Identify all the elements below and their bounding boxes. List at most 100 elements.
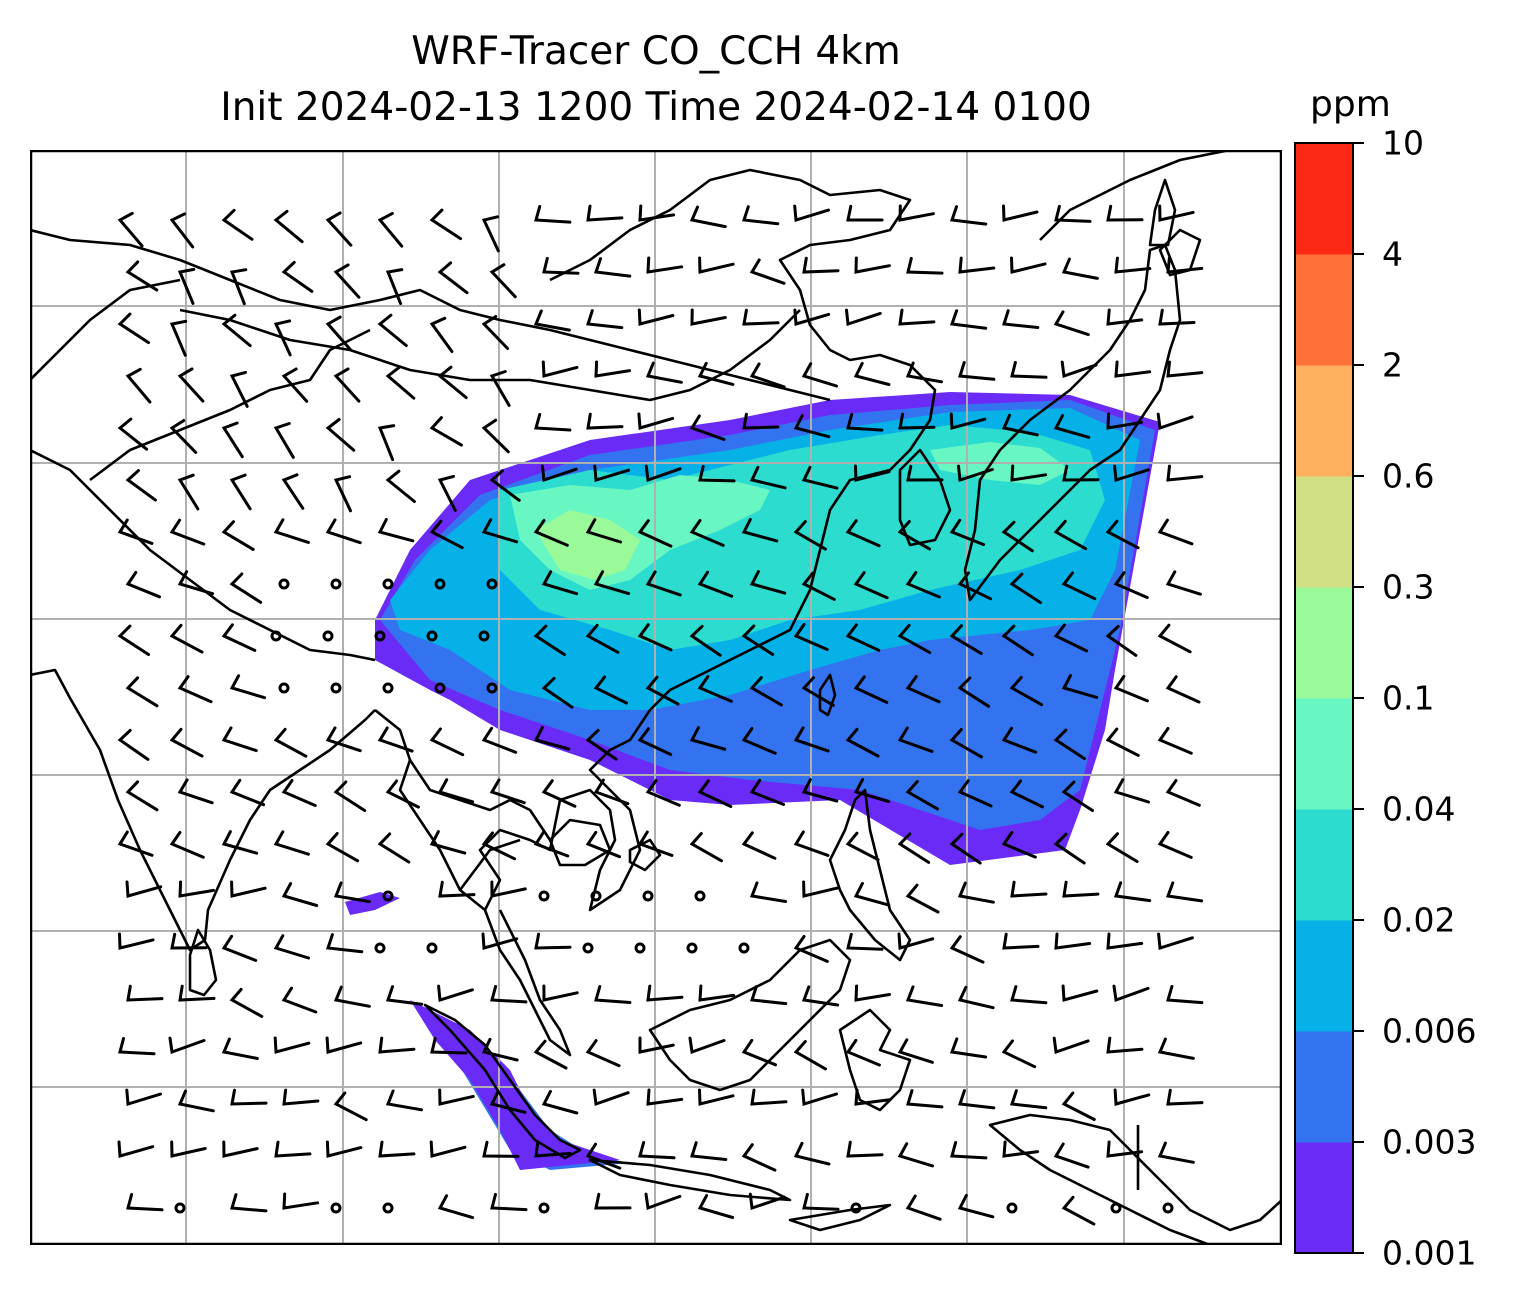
wind-barb bbox=[949, 412, 987, 430]
wind-barb bbox=[377, 832, 411, 864]
wind-barb bbox=[853, 361, 891, 386]
wind-barb bbox=[385, 365, 416, 400]
colorbar-tick-mark bbox=[1354, 697, 1364, 699]
wind-barb bbox=[385, 268, 404, 306]
calm-wind-marker bbox=[686, 942, 698, 954]
calm-wind-marker bbox=[278, 682, 290, 694]
wind-barb bbox=[1061, 984, 1099, 1002]
border-central-asia bbox=[30, 278, 371, 482]
wind-barb bbox=[430, 1036, 468, 1055]
wind-barb bbox=[1009, 1089, 1048, 1110]
wind-barb bbox=[1166, 1088, 1204, 1106]
wind-barb bbox=[793, 1141, 831, 1166]
wind-barb bbox=[282, 1088, 320, 1106]
wind-barb bbox=[325, 418, 356, 452]
wind-barb bbox=[429, 727, 465, 757]
wind-barb bbox=[1113, 778, 1150, 804]
wind-barb bbox=[1158, 308, 1196, 326]
border-mongolia bbox=[179, 308, 801, 402]
wind-barb bbox=[853, 778, 891, 803]
wind-barb bbox=[905, 780, 939, 811]
colorbar-segment bbox=[1295, 587, 1353, 699]
wind-barb bbox=[1113, 571, 1149, 599]
wind-barb bbox=[688, 1036, 726, 1055]
wind-barb bbox=[593, 675, 628, 705]
border-indochina bbox=[408, 759, 552, 891]
wind-barb bbox=[802, 256, 840, 274]
wind-barb bbox=[177, 778, 214, 805]
wind-barb bbox=[325, 933, 364, 954]
wind-barb bbox=[644, 1192, 682, 1211]
wind-barb bbox=[230, 880, 267, 898]
wind-barb bbox=[1001, 1039, 1037, 1069]
calm-wind-marker bbox=[582, 942, 594, 954]
wind-barb bbox=[177, 267, 196, 305]
wind-barb bbox=[221, 830, 259, 855]
wind-barb bbox=[168, 1036, 206, 1055]
wind-barb bbox=[1156, 412, 1194, 431]
wind-barb bbox=[1114, 256, 1152, 274]
wind-barb bbox=[437, 365, 468, 400]
colorbar-tick-mark bbox=[1354, 586, 1364, 588]
wind-barb bbox=[689, 414, 726, 441]
wind-barb bbox=[1062, 880, 1100, 898]
gridlines bbox=[30, 150, 1282, 1245]
wind-barb bbox=[273, 319, 292, 357]
calm-wind-marker bbox=[434, 578, 446, 590]
wind-barb bbox=[221, 421, 244, 459]
wind-barb bbox=[125, 570, 161, 599]
wind-barb bbox=[377, 424, 396, 462]
wind-barb bbox=[742, 308, 780, 326]
wind-barb bbox=[333, 263, 361, 299]
border-china-north bbox=[30, 228, 831, 402]
wind-barb bbox=[957, 676, 991, 708]
wind-barb bbox=[690, 308, 727, 326]
wind-barb bbox=[385, 779, 420, 809]
wind-barb bbox=[637, 412, 675, 430]
wind-barb bbox=[1105, 832, 1139, 863]
calm-wind-marker bbox=[382, 1202, 394, 1214]
wind-barb bbox=[377, 726, 414, 753]
wind-barb bbox=[594, 360, 632, 378]
colorbar-frame bbox=[1294, 142, 1354, 1254]
wind-barb bbox=[125, 367, 152, 404]
wind-barb bbox=[644, 464, 682, 483]
wind-barb bbox=[801, 465, 839, 490]
wind-barb bbox=[897, 1142, 934, 1168]
wind-barb bbox=[1053, 310, 1090, 337]
wind-barb bbox=[845, 623, 881, 652]
wind-barb bbox=[593, 257, 632, 278]
colorbar-segment bbox=[1295, 143, 1353, 255]
wind-barb bbox=[542, 256, 580, 275]
wind-barb bbox=[229, 778, 266, 807]
wind-barb bbox=[1106, 1036, 1144, 1054]
wind-barb bbox=[793, 623, 829, 651]
wind-barb bbox=[1113, 881, 1152, 903]
calm-wind-marker bbox=[382, 890, 394, 902]
wind-barb bbox=[333, 367, 361, 403]
wind-barb bbox=[533, 1039, 568, 1070]
wind-barb bbox=[177, 675, 213, 704]
wind-barb bbox=[221, 520, 255, 551]
wind-barb bbox=[534, 932, 572, 950]
wind-barb bbox=[1010, 985, 1048, 1005]
wind-barb bbox=[117, 830, 154, 857]
wind-barb bbox=[742, 412, 780, 430]
wind-barb bbox=[1112, 984, 1150, 1003]
calm-wind-marker bbox=[382, 682, 394, 694]
calm-wind-marker bbox=[270, 630, 282, 642]
wind-barb bbox=[1009, 676, 1044, 707]
wind-barb bbox=[541, 1090, 579, 1115]
colorbar-tick-label: 10 bbox=[1382, 123, 1424, 163]
wind-barb bbox=[793, 414, 831, 439]
calm-wind-marker bbox=[486, 578, 498, 590]
colorbar-tick-mark bbox=[1354, 1030, 1364, 1032]
coast-borneo bbox=[648, 938, 852, 1092]
wind-barb bbox=[689, 205, 727, 229]
wind-barb bbox=[1157, 727, 1193, 755]
wind-barb bbox=[1166, 256, 1204, 274]
wind-barb bbox=[178, 984, 216, 1002]
wind-barb bbox=[637, 519, 673, 548]
wind-barb bbox=[645, 570, 682, 597]
wind-barb bbox=[845, 308, 882, 327]
